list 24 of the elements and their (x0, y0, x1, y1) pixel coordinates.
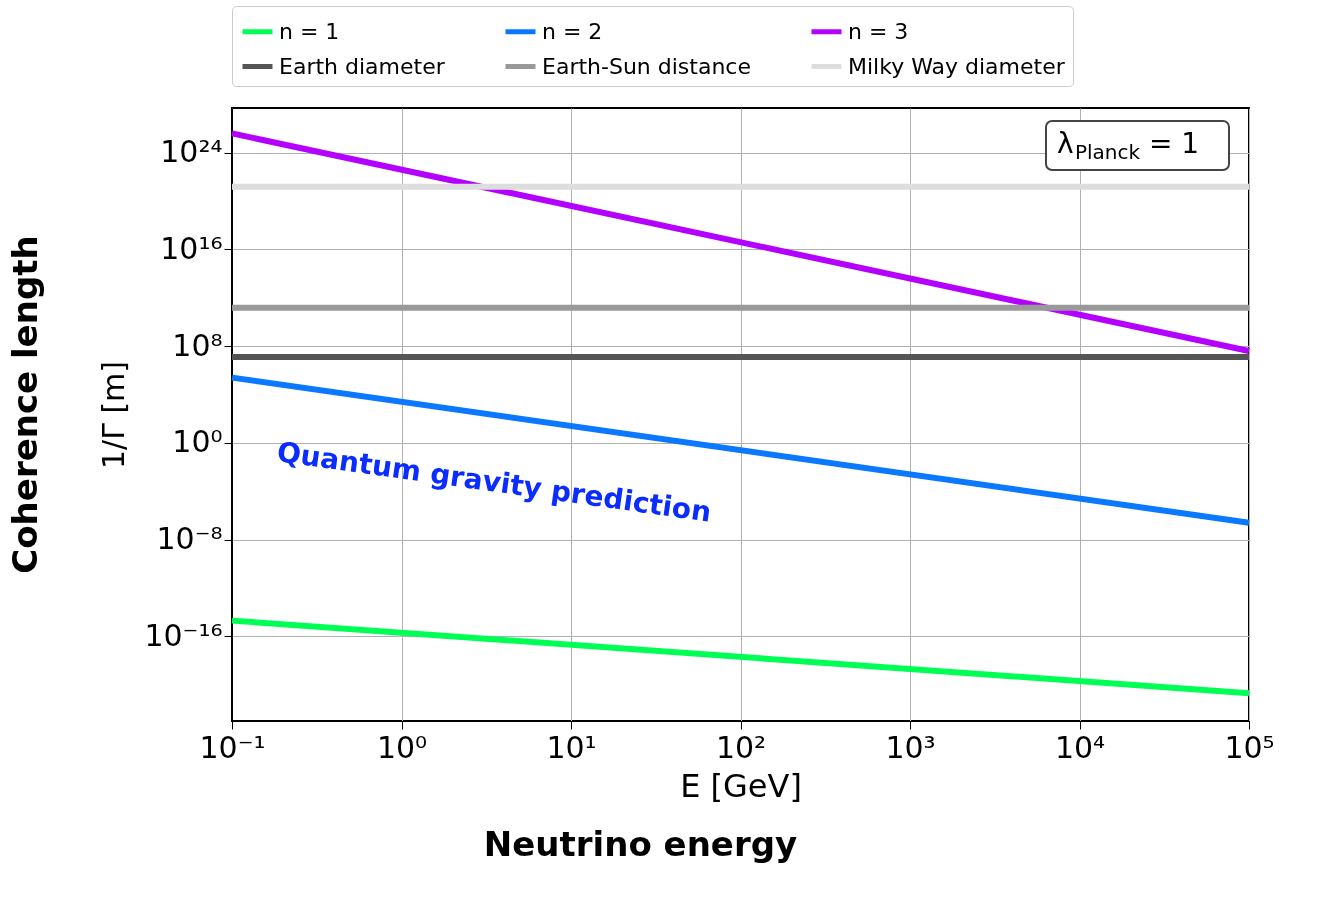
legend-label: Earth diameter (279, 53, 446, 79)
legend-label: n = 1 (279, 18, 340, 44)
x-tick-label: 10² (715, 729, 767, 765)
x-tick-label: 10¹ (546, 729, 597, 765)
annotation: Quantum gravity prediction (274, 435, 714, 529)
text: Coherence length (5, 235, 45, 574)
x-tick-label: 10⁰ (376, 729, 428, 765)
y-axis-title: 1/Γ [m] (96, 360, 132, 470)
legend-label: Earth-Sun distance (542, 53, 751, 79)
x-tick-label: 10⁻¹ (199, 729, 266, 765)
legend-label: Milky Way diameter (848, 53, 1066, 79)
y-tick-label: 10⁰ (172, 424, 223, 460)
y-tick-label: 10¹⁶ (160, 230, 223, 266)
y-tick-label: 10⁻⁸ (156, 521, 223, 557)
y-tick-label: 10²⁴ (160, 134, 223, 170)
text: Neutrino energy (483, 824, 798, 864)
legend-label: n = 3 (848, 18, 909, 44)
y-tick-label: 10⁸ (172, 327, 223, 363)
x-tick-label: 10⁵ (1224, 729, 1275, 765)
y-tick-label: 10⁻¹⁶ (144, 617, 223, 653)
x-tick-label: 10³ (885, 729, 936, 765)
legend-label: n = 2 (542, 18, 603, 44)
x-axis-title: E [GeV] (680, 766, 802, 805)
x-tick-label: 10⁴ (1054, 729, 1106, 765)
